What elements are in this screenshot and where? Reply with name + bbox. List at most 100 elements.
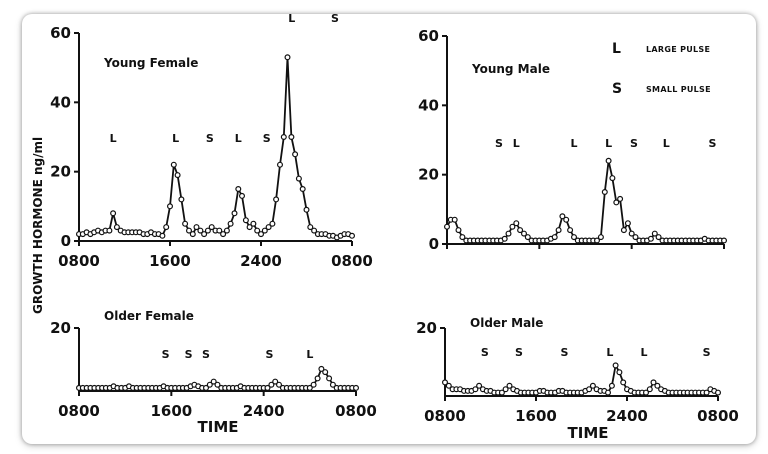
panel-2-small-pulse-marker: S	[495, 137, 503, 150]
panel-2-small-pulse-marker: S	[708, 137, 716, 150]
panel-2-data-point	[597, 234, 604, 241]
panel-3-data-point	[322, 369, 329, 376]
panel-1-data-point	[277, 161, 284, 168]
panel-1-data-point	[288, 134, 295, 141]
panel-2-data-point	[720, 237, 727, 244]
panel-2-series-line	[446, 159, 724, 242]
panel-1-data-point	[193, 224, 200, 231]
panel-1-data-point	[284, 54, 291, 61]
panel-2-large-pulse-marker: L	[605, 137, 612, 150]
panel-1-data-point	[254, 227, 261, 234]
panel-3-data-point	[264, 384, 271, 391]
panel-4-data-point	[612, 362, 619, 369]
panel-4-data-point	[472, 386, 479, 393]
x-axis-label-right: TIME	[568, 424, 609, 442]
panel-4-data-point	[589, 382, 596, 389]
panel-1-data-point	[220, 231, 227, 238]
panel-2-data-point	[455, 227, 462, 234]
panel-3-data-point	[268, 381, 275, 388]
panel-4-xtick-label: 0800	[697, 407, 739, 425]
panel-2-data-point	[513, 220, 520, 227]
panel-4-small-pulse-marker: S	[560, 346, 568, 359]
panel-1-data-point	[273, 196, 280, 203]
panel-2-data-point	[593, 237, 600, 244]
panel-4-data-point	[646, 386, 653, 393]
panel-4-xtick-label: 2400	[606, 407, 648, 425]
y-axis-label: GROWTH HORMONE ng/ml	[31, 137, 45, 314]
panel-1-data-point	[223, 227, 230, 234]
panel-4-data-point	[650, 379, 657, 386]
panel-3-ytick-label: 20	[50, 319, 71, 337]
panel-1-data-point	[239, 192, 246, 199]
panel-2-data-point	[555, 227, 562, 234]
panel-3-data-point	[276, 381, 283, 388]
panel-4-xtick-label: 0800	[424, 407, 466, 425]
panel-1-data-point	[216, 227, 223, 234]
panel-3-data-point	[310, 381, 317, 388]
panel-1-data-point	[299, 186, 306, 193]
panel-3-data-point	[203, 384, 210, 391]
panel-1-ytick-label: 20	[50, 163, 71, 181]
panel-3-xtick-label: 0800	[335, 402, 377, 420]
panel-2-data-point	[605, 157, 612, 164]
panel-2-small-pulse-marker: S	[630, 137, 638, 150]
panel-3-data-point	[318, 365, 325, 372]
panel-1-data-point	[280, 134, 287, 141]
panel-1-data-point	[292, 151, 299, 158]
panel-1-xtick-label: 0800	[58, 252, 100, 270]
panel-4-large-pulse-marker: L	[641, 346, 648, 359]
panel-1-data-point	[174, 172, 181, 179]
panel-1-data-point	[208, 224, 215, 231]
panel-4-data-point	[620, 379, 627, 386]
panel-1-large-pulse-marker: L	[110, 132, 117, 145]
panel-4-small-pulse-marker: S	[703, 346, 711, 359]
panel-3-data-point	[329, 381, 336, 388]
panel-1-data-point	[167, 203, 174, 210]
panel-3-data-point	[326, 375, 333, 382]
panel-3-xtick-label: 2400	[243, 402, 285, 420]
panel-3-small-pulse-marker: S	[162, 348, 170, 361]
panel-2-large-pulse-marker: L	[570, 137, 577, 150]
panel-2-ytick-label: 0	[429, 235, 439, 253]
panel-1-data-point	[178, 196, 185, 203]
panel-1-data-point	[189, 231, 196, 238]
panel-3-xtick-label: 0800	[58, 402, 100, 420]
panel-1-data-point	[242, 217, 249, 224]
panel-4-small-pulse-marker: S	[515, 346, 523, 359]
panel-1-data-point	[170, 161, 177, 168]
panel-1-large-pulse-marker: L	[235, 132, 242, 145]
panel-2-data-point	[601, 189, 608, 196]
panel-1-ytick-label: 60	[50, 24, 71, 42]
panel-1-ytick-label: 40	[50, 93, 71, 111]
panel-2-data-point	[624, 220, 631, 227]
panel-4-data-point	[616, 369, 623, 376]
panel-4-data-point	[642, 389, 649, 396]
legend-key-small: S	[612, 81, 622, 97]
panel-1-data-point	[295, 175, 302, 182]
panel-2-data-point	[620, 227, 627, 234]
panel-1-data-point	[265, 224, 272, 231]
panel-1-data-point	[201, 231, 208, 238]
panel-2-ytick-label: 40	[418, 96, 439, 114]
panel-4-data-point	[703, 389, 710, 396]
panel-2-ytick-label: 20	[418, 166, 439, 184]
panel-2-data-point	[551, 234, 558, 241]
panel-2-data-point	[567, 227, 574, 234]
panel-2-large-pulse-marker: L	[513, 137, 520, 150]
panel-1-data-point	[311, 227, 318, 234]
panel-1-data-point	[113, 224, 120, 231]
panel-3-data-point	[214, 381, 221, 388]
panel-1-data-point	[349, 232, 356, 239]
panel-1-xtick-label: 0800	[331, 252, 373, 270]
panel-2-data-point	[459, 234, 466, 241]
panel-1-title: Young Female	[103, 56, 198, 70]
legend: L LARGE PULSE S SMALL PULSE	[612, 41, 711, 97]
panel-2-data-point	[655, 234, 662, 241]
panel-2-title: Young Male	[471, 62, 550, 76]
panel-1-data-point	[231, 210, 238, 217]
panel-1-data-point	[197, 227, 204, 234]
panel-1-large-pulse-marker: L	[172, 132, 179, 145]
panel-3-xtick-label: 1600	[150, 402, 192, 420]
